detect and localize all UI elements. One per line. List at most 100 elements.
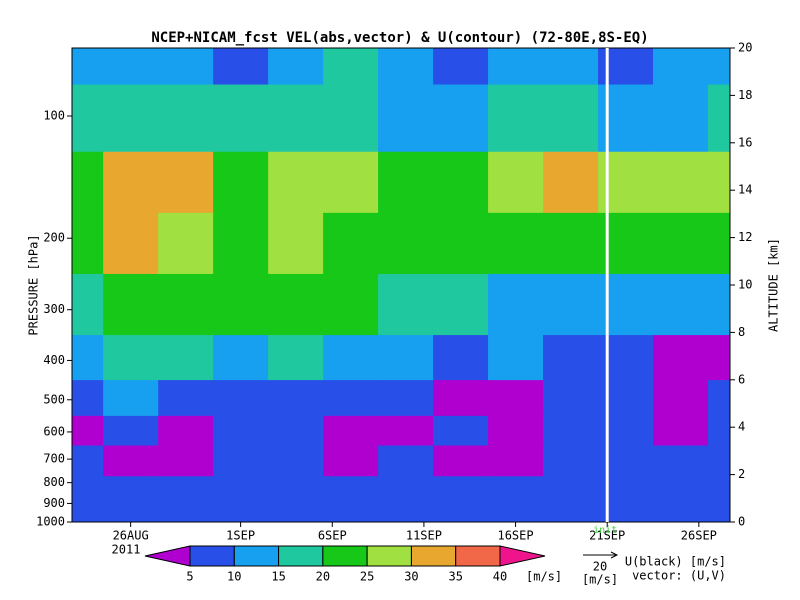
- y2-tick-label: 18: [738, 88, 752, 102]
- contour-cell: [653, 48, 709, 86]
- contour-cell: [158, 151, 214, 214]
- contour-cell: [72, 84, 104, 153]
- contour-cell: [488, 507, 544, 523]
- colorbar-label: 25: [360, 570, 374, 584]
- contour-cell: [708, 445, 731, 477]
- contour-cell: [543, 84, 599, 153]
- colorbar-label: 20: [316, 570, 330, 584]
- contour-cell: [213, 84, 269, 153]
- contour-cell: [72, 415, 104, 447]
- contour-cell: [158, 380, 214, 417]
- contour-cell: [158, 445, 214, 477]
- contour-cell: [378, 84, 434, 153]
- colorbar-label: 15: [271, 570, 285, 584]
- x-tick-label: 21SEP: [589, 529, 625, 543]
- contour-cell: [103, 212, 159, 275]
- contour-cell: [268, 380, 324, 417]
- contour-cell: [543, 415, 599, 447]
- contour-cell: [213, 48, 269, 86]
- contour-cell: [72, 48, 104, 86]
- contour-cell: [653, 212, 709, 275]
- year-label: 2011: [112, 543, 141, 557]
- contour-cell: [213, 415, 269, 447]
- contour-cell: [103, 507, 159, 523]
- contour-cell: [72, 151, 104, 214]
- contour-cell: [268, 445, 324, 477]
- contour-cell: [323, 335, 379, 381]
- contour-cell: [543, 507, 599, 523]
- contour-cell: [378, 48, 434, 86]
- contour-cell: [653, 415, 709, 447]
- colorbar-segment: [499, 545, 546, 567]
- contour-cell: [378, 415, 434, 447]
- contour-cell: [488, 380, 544, 417]
- contour-cell: [268, 48, 324, 86]
- contour-cell: [433, 48, 489, 86]
- contour-cell: [72, 273, 104, 336]
- y2-tick-label: 10: [738, 278, 752, 292]
- contour-cell: [323, 151, 379, 214]
- contour-cell: [72, 380, 104, 417]
- contour-cell: [158, 476, 214, 509]
- contour-cell: [158, 415, 214, 447]
- contour-cell: [378, 335, 434, 381]
- y2-axis-label: ALTITUDE [km]: [767, 238, 781, 332]
- contour-cell: [708, 273, 731, 336]
- contour-cell: [103, 445, 159, 477]
- contour-cell: [103, 48, 159, 86]
- colorbar-segment: [233, 545, 280, 567]
- colorbar-segment: [366, 545, 412, 567]
- contour-cell: [653, 335, 709, 381]
- contour-cell: [103, 84, 159, 153]
- contour-cell: [433, 84, 489, 153]
- colorbar-segment: [322, 545, 368, 567]
- contour-cell: [213, 445, 269, 477]
- colorbar-label: 35: [448, 570, 462, 584]
- contour-cell: [488, 273, 544, 336]
- contour-cell: [433, 151, 489, 214]
- contour-cell: [158, 212, 214, 275]
- colorbar-segment: [144, 545, 191, 567]
- contour-cell: [268, 212, 324, 275]
- contour-cell: [103, 273, 159, 336]
- contour-cell: [543, 476, 599, 509]
- colorbar-unit: [m/s]: [526, 570, 562, 584]
- y-axis-label: PRESSURE [hPa]: [27, 234, 41, 335]
- contour-cell: [323, 212, 379, 275]
- y2-tick-label: 0: [738, 515, 745, 529]
- y-tick-label: 900: [43, 496, 65, 510]
- y-tick-label: 100: [43, 109, 65, 123]
- contour-cell: [653, 445, 709, 477]
- contour-cell: [433, 335, 489, 381]
- init-label: init: [593, 525, 617, 536]
- colorbar-label: 10: [227, 570, 241, 584]
- y2-tick-label: 6: [738, 372, 745, 386]
- contour-cell: [488, 48, 544, 86]
- contour-cell: [103, 151, 159, 214]
- contour-cell: [103, 415, 159, 447]
- y-tick-label: 800: [43, 475, 65, 489]
- contour-cell: [708, 476, 731, 509]
- contour-cell: [323, 445, 379, 477]
- contour-cell: [708, 380, 731, 417]
- contour-cell: [323, 273, 379, 336]
- contour-cell: [378, 476, 434, 509]
- colorbar-segment: [189, 545, 235, 567]
- y2-tick-label: 16: [738, 135, 752, 149]
- x-tick-label: 11SEP: [406, 529, 442, 543]
- contour-cell: [653, 507, 709, 523]
- contour-cell: [708, 151, 731, 214]
- chart-title: NCEP+NICAM_fcst VEL(abs,vector) & U(cont…: [151, 30, 648, 46]
- y2-tick-label: 4: [738, 420, 745, 434]
- contour-cell: [323, 476, 379, 509]
- contour-cell: [488, 84, 544, 153]
- contour-cell: [543, 212, 599, 275]
- x-tick-label: 6SEP: [318, 529, 347, 543]
- contour-cell: [72, 335, 104, 381]
- y-tick-label: 700: [43, 452, 65, 466]
- ref-vector-head: [610, 551, 619, 559]
- y2-tick-label: 8: [738, 325, 745, 339]
- contour-note: U(black) [m/s]: [625, 555, 726, 569]
- y2-tick-label: 14: [738, 183, 752, 197]
- contour-cell: [213, 335, 269, 381]
